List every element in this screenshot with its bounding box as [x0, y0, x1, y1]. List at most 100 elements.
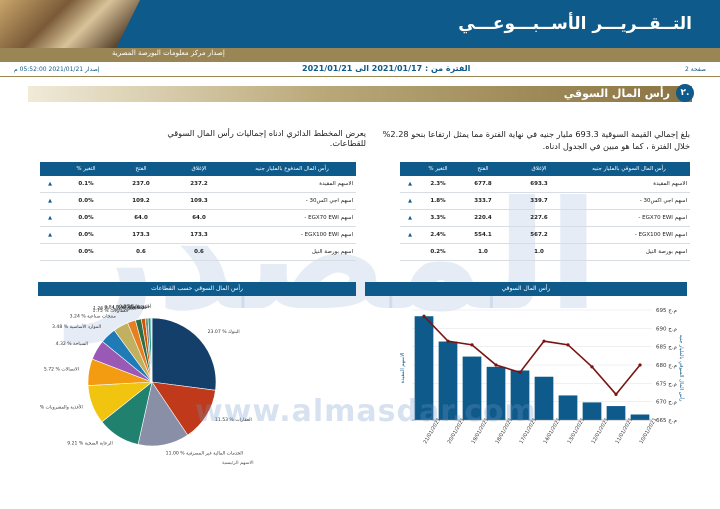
label-cell: اسهم بورصة النيل — [568, 243, 690, 261]
label-cell: اسهم EGX100 EWI - — [228, 226, 356, 244]
up-arrow-icon: ▲ — [400, 176, 420, 193]
close-cell: 227.6 — [510, 209, 568, 227]
up-arrow-icon: ▲ — [400, 226, 420, 244]
pie-label: 3.48 % الموارد الأساسية — [52, 323, 101, 330]
x-tick-label: 11/01/2021 — [615, 417, 635, 445]
section-bar — [28, 86, 692, 102]
issue-date: إصدار 2021/01/21 05:52:00 م — [14, 66, 100, 73]
up-arrow-icon: ▲ — [400, 192, 420, 210]
pie-label: 5.72 % الاتصالات — [44, 367, 79, 373]
bar — [534, 376, 554, 420]
up-arrow-icon: ▲ — [40, 226, 60, 244]
y-tick-label: 695 م.ج — [656, 308, 677, 314]
line-point — [446, 339, 450, 343]
close-cell: 173.3 — [170, 226, 228, 244]
pie-label: 3.24 % منتجات صناعية — [70, 313, 117, 319]
table-row: ▲ 2.4% 554.1 567.2 اسهم EGX100 EWI - — [400, 226, 690, 244]
line-point — [566, 343, 570, 347]
label-cell: اسهم EGX70 EWI - — [568, 209, 690, 227]
col-open: الفتح — [456, 162, 510, 176]
table-row: ▲ 0.1% 237.0 237.2 الاسهم المقيدة — [40, 176, 356, 193]
up-arrow-icon: ▲ — [400, 209, 420, 227]
bar — [414, 316, 434, 420]
change-cell: 2.4% — [420, 226, 456, 244]
market-cap-paragraph: بلغ إجمالي القيمة السوقية 693.3 مليار جن… — [382, 129, 690, 151]
y-tick-label: 680 م.ج — [656, 363, 677, 369]
header-gold-strip — [0, 48, 720, 62]
change-cell: 1.8% — [420, 192, 456, 210]
change-cell: 0.0% — [60, 192, 112, 210]
change-cell: 0.0% — [60, 209, 112, 227]
pie-label: 9.21 % الرعاية الصحية — [67, 441, 113, 447]
col-change: % التغير — [60, 162, 112, 176]
bar-chart-header: رأس المال السوقي — [365, 282, 687, 296]
change-cell: 2.3% — [420, 176, 456, 193]
y-tick-label: 685 م.ج — [656, 345, 677, 351]
change-cell: 0.0% — [60, 243, 112, 261]
x-tick-label: 13/01/2021 — [567, 417, 587, 445]
table-row: 0.0% 0.6 0.6 اسهم بورصة النيل — [40, 243, 356, 261]
label-cell: الاسهم المقيدة — [228, 176, 356, 193]
change-cell: 0.1% — [60, 176, 112, 193]
close-cell: 0.6 — [170, 243, 228, 261]
label-cell: اسهم اجي اكس30 - — [228, 192, 356, 210]
change-cell: 0.2% — [420, 243, 456, 261]
close-cell: 1.0 — [510, 243, 568, 261]
line-point — [422, 314, 426, 318]
report-subtitle: إصدار مركز معلومات البورصة المصرية — [112, 49, 225, 57]
close-cell: 567.2 — [510, 226, 568, 244]
label-cell: الاسهم المقيدة — [568, 176, 690, 193]
pie-intro-paragraph: يعرض المخطط الدائري ادناه إجماليات رأس ا… — [167, 128, 366, 148]
pie-label: 11.53 % العقارات — [215, 417, 252, 423]
col-label: رأس المال المدفوع بالمليار جنيه — [228, 162, 356, 176]
period-range: الفترة من : 2021/01/17 الى 2021/01/21 — [302, 64, 471, 73]
table-row: ▲ 0.0% 173.3 173.3 اسهم EGX100 EWI - — [40, 226, 356, 244]
pie-label: 1.26 % الغاز والبترول — [93, 306, 136, 312]
x-tick-label: 12/01/2021 — [591, 417, 611, 445]
pie-slice — [151, 381, 216, 436]
up-arrow-icon: ▲ — [40, 176, 60, 193]
pie-label: 0.60 % الإعلام — [116, 304, 146, 310]
open-cell: 0.6 — [112, 243, 170, 261]
line-point — [470, 343, 474, 347]
table-row: ▲ 0.0% 64.0 64.0 اسهم EGX70 EWI - — [40, 209, 356, 227]
sector-pie-chart: 23.07 % البنوك 11.53 % العقارات 11.00 % ال… — [40, 303, 254, 466]
table-row: ▲ 1.8% 333.7 339.7 اسهم اجي اكس30 - — [400, 192, 690, 210]
open-cell: 64.0 — [112, 209, 170, 227]
line-point — [494, 363, 498, 367]
x-tick-label: 14/01/2021 — [543, 417, 563, 445]
pie-label: 11.00 % الخدمات المالية غير المصرفية — [166, 451, 243, 457]
bar — [606, 406, 626, 420]
line-point — [542, 339, 546, 343]
pie-slice — [150, 317, 153, 383]
bar — [462, 356, 482, 420]
bar — [486, 366, 506, 420]
pie-chart-header: رأس المال السوقي حسب القطاعات — [38, 282, 356, 296]
empty-cell — [40, 243, 60, 261]
label-cell: اسهم اجي اكس30 - — [568, 192, 690, 210]
y-axis-label-left: الاسهم المقيدة — [400, 353, 406, 384]
bar — [438, 341, 458, 420]
pie-label: 0.84 % الكيماويات — [104, 305, 141, 311]
label-cell: اسهم بورصة النيل — [228, 243, 356, 261]
y-tick-label: 675 م.ج — [656, 381, 677, 387]
market-cap-bar-chart: 665 م.ج 670 م.ج 675 م.ج 680 م.ج 685 م.ج 690 م… — [400, 308, 685, 445]
pie-label: 23.07 % البنوك — [208, 329, 240, 335]
close-cell: 237.2 — [170, 176, 228, 193]
x-tick-label: 10/01/2021 — [639, 417, 659, 445]
arrow-col-header — [40, 162, 60, 176]
col-close: الإغلاق — [510, 162, 568, 176]
close-cell: 339.7 — [510, 192, 568, 210]
y-tick-label: 665 م.ج — [656, 418, 677, 424]
open-cell: 237.0 — [112, 176, 170, 193]
open-cell: 1.0 — [456, 243, 510, 261]
close-cell: 693.3 — [510, 176, 568, 193]
bar — [630, 414, 650, 420]
empty-cell — [400, 243, 420, 261]
pie-label: 0.25 % أخرى — [124, 303, 152, 310]
open-cell: 220.4 — [456, 209, 510, 227]
table-row: ▲ 0.0% 109.2 109.3 اسهم اجي اكس30 - — [40, 192, 356, 210]
change-cell: 3.3% — [420, 209, 456, 227]
pie-label: 4.32 % السياحة — [56, 341, 88, 347]
table-row: ▲ 2.3% 677.8 693.3 الاسهم المقيدة — [400, 176, 690, 193]
